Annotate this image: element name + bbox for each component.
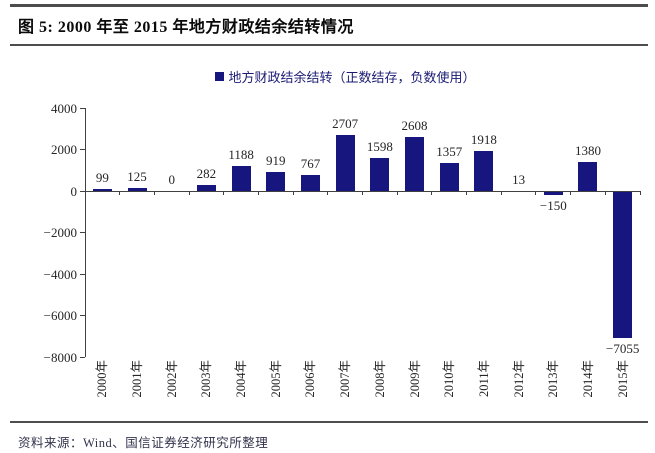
bar-value-label: −150 bbox=[539, 198, 567, 214]
x-axis-tick bbox=[223, 191, 225, 195]
y-axis-tick-label: −4000 bbox=[43, 266, 77, 282]
x-axis-tick bbox=[257, 191, 259, 195]
figure-title: 图 5: 2000 年至 2015 年地方财政结余结转情况 bbox=[18, 19, 354, 36]
legend-series-label: 地方财政结余结转（正数结存，负数使用） bbox=[228, 69, 476, 85]
x-axis-tick bbox=[84, 191, 86, 195]
x-axis-tick bbox=[362, 191, 363, 195]
bar-value-label: 1598 bbox=[366, 138, 393, 154]
bar bbox=[439, 162, 459, 191]
bar bbox=[196, 185, 216, 191]
x-axis-tick bbox=[500, 191, 502, 195]
bar bbox=[405, 136, 425, 191]
x-axis-tick-label: 2015年 bbox=[615, 360, 630, 398]
bar-value-label: 919 bbox=[266, 152, 286, 168]
bar bbox=[370, 157, 390, 191]
x-axis-tick bbox=[535, 191, 537, 195]
x-axis-tick-label: 2011年 bbox=[476, 360, 491, 398]
x-axis-tick bbox=[119, 191, 121, 195]
bar-value-label: 0 bbox=[168, 172, 175, 187]
x-axis-tick-label: 2003年 bbox=[199, 360, 214, 398]
bar-value-label: 1357 bbox=[436, 143, 463, 159]
source-note: 资料来源：Wind、国信证券经济研究所整理 bbox=[18, 436, 269, 450]
y-axis-tick-label: 0 bbox=[70, 183, 78, 199]
x-axis-tick bbox=[570, 191, 572, 195]
top-divider bbox=[10, 4, 648, 7]
y-axis-tick bbox=[80, 149, 85, 150]
x-axis-tick-label: 2000年 bbox=[95, 360, 110, 398]
x-axis-tick bbox=[292, 191, 294, 195]
bar-value-label: 1918 bbox=[470, 132, 497, 148]
y-axis-tick-label: −2000 bbox=[43, 225, 77, 240]
bar-value-label: −7055 bbox=[605, 341, 640, 357]
x-axis-tick-label: 2013年 bbox=[546, 360, 561, 398]
bar-value-label: 99 bbox=[95, 169, 109, 185]
bar bbox=[300, 175, 320, 191]
x-axis-tick-label: 2004年 bbox=[234, 360, 249, 398]
y-axis-tick bbox=[80, 107, 85, 109]
bar-value-label: 13 bbox=[512, 171, 526, 187]
x-axis-tick bbox=[431, 191, 433, 195]
y-axis-tick-label: −6000 bbox=[43, 308, 77, 323]
bar bbox=[92, 188, 112, 191]
y-axis-tick bbox=[80, 273, 85, 275]
x-axis-tick-label: 2010年 bbox=[442, 360, 457, 398]
bar-value-label: 282 bbox=[196, 166, 217, 182]
bar bbox=[613, 192, 633, 339]
y-axis-tick-label: 2000 bbox=[51, 142, 77, 157]
x-axis-tick-label: 2005年 bbox=[268, 360, 283, 398]
y-axis-tick-label: −8000 bbox=[43, 349, 77, 365]
bar bbox=[266, 171, 286, 191]
y-axis-line bbox=[85, 108, 86, 357]
x-axis-tick bbox=[639, 191, 641, 195]
bar bbox=[335, 134, 355, 191]
title-divider bbox=[10, 44, 648, 46]
x-axis-tick bbox=[327, 191, 329, 195]
y-axis-tick-label: 4000 bbox=[51, 100, 77, 116]
x-axis-tick-label: 2001年 bbox=[130, 360, 145, 398]
bar-value-label: 1188 bbox=[228, 147, 254, 163]
x-axis-tick-label: 2014年 bbox=[580, 360, 595, 398]
x-axis-tick bbox=[153, 191, 155, 195]
bar bbox=[578, 162, 598, 191]
bar-value-label: 767 bbox=[300, 156, 321, 172]
bar bbox=[474, 151, 494, 191]
y-axis-tick bbox=[80, 315, 85, 316]
chart-legend: 地方财政结余结转（正数结存，负数使用） bbox=[18, 67, 655, 85]
bar bbox=[543, 192, 563, 196]
bar bbox=[231, 166, 251, 191]
bar-value-label: 2608 bbox=[401, 117, 428, 133]
x-axis-tick bbox=[466, 191, 468, 195]
x-axis-tick-label: 2008年 bbox=[372, 360, 387, 398]
y-axis-tick bbox=[80, 190, 85, 192]
x-axis-tick-label: 2002年 bbox=[164, 360, 179, 398]
x-axis-tick bbox=[396, 191, 398, 195]
legend-series-swatch-icon bbox=[215, 71, 225, 81]
bar-value-label: 2707 bbox=[332, 115, 359, 131]
x-axis-tick-label: 2012年 bbox=[511, 360, 526, 398]
y-axis-tick bbox=[80, 356, 85, 358]
y-axis-tick bbox=[80, 232, 85, 233]
x-axis-tick-label: 2006年 bbox=[303, 360, 318, 398]
bar-value-label: 1380 bbox=[574, 143, 601, 159]
plot-area: 4000 2000 0 −2000 −4000 −6000 −8000 99 2000年 125 2… bbox=[44, 101, 641, 398]
x-axis-tick bbox=[188, 191, 190, 195]
x-axis-tick-label: 2009年 bbox=[407, 360, 422, 398]
source-divider bbox=[10, 421, 648, 423]
bar bbox=[127, 188, 147, 191]
x-axis-tick-label: 2007年 bbox=[338, 360, 353, 398]
bar-value-label: 125 bbox=[127, 169, 147, 185]
x-axis-tick bbox=[604, 191, 606, 195]
